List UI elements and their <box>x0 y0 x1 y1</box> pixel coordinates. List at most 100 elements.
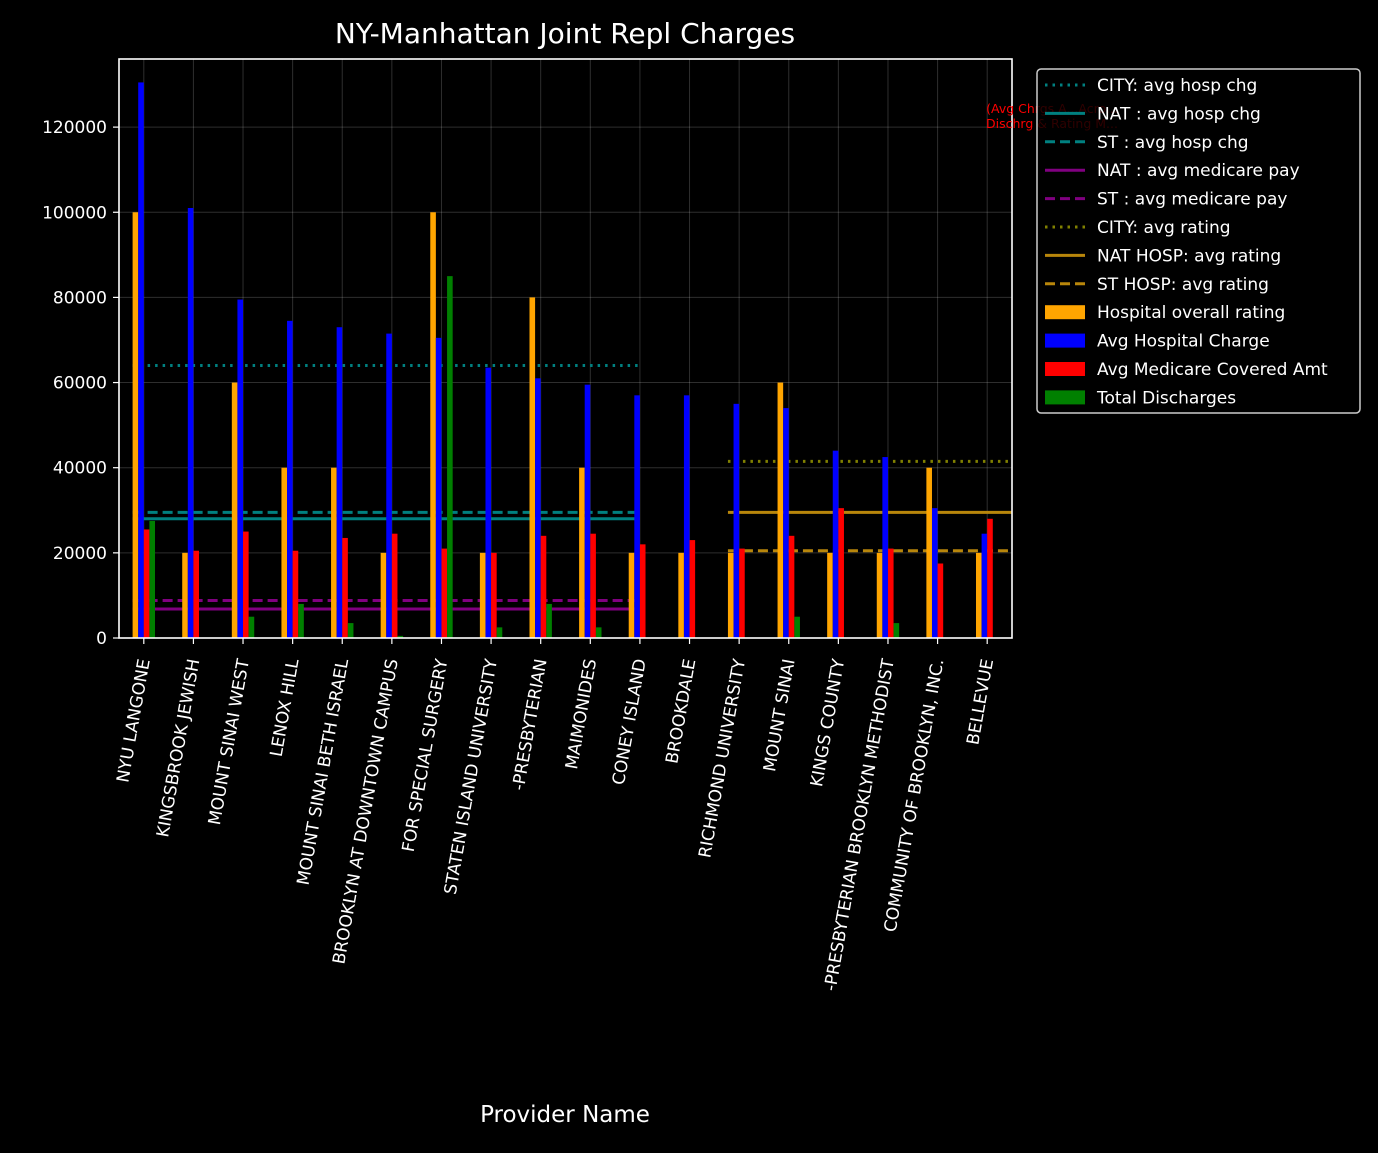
x-tick-label: BELLEVUE <box>963 657 998 746</box>
plot-frame <box>118 58 1013 639</box>
y-tick-label: 100000 <box>42 203 107 223</box>
bar <box>937 563 944 638</box>
bar <box>187 208 194 638</box>
x-tick-label: MAIMONIDES <box>562 657 601 770</box>
bar <box>491 552 497 638</box>
x-tick-label: RICHMOND UNIVERSITY <box>695 657 750 860</box>
bar <box>535 378 541 638</box>
bar <box>231 382 238 638</box>
bar <box>683 395 690 638</box>
legend: CITY: avg hosp chg NAT : avg hosp chg ST :… <box>1036 68 1361 414</box>
x-tick-label: STATEN ISLAND UNIVERSITY <box>441 657 502 896</box>
x-tick-label: MOUNT SINAI <box>760 657 800 773</box>
axes: 0 20000 40000 60000 80000 100000 120000 NYU LAN… <box>42 58 1013 993</box>
bar <box>430 212 436 638</box>
x-tick-label: KINGS COUNTY <box>807 657 849 789</box>
bar <box>540 535 547 638</box>
y-tick-label: 60000 <box>53 374 107 394</box>
legend-label: CITY: avg rating <box>1097 218 1231 238</box>
x-tick-label: -PRESBYTERIAN <box>509 657 552 792</box>
legend-label: NAT : avg hosp chg <box>1097 104 1261 124</box>
legend-label: Avg Medicare Covered Amt <box>1097 360 1328 380</box>
x-tick-label: FOR SPECIAL SURGERY <box>399 657 453 854</box>
legend-label: ST : avg medicare pay <box>1097 190 1287 210</box>
bar <box>237 299 244 638</box>
legend-label: Hospital overall rating <box>1097 303 1285 323</box>
bar <box>248 616 255 638</box>
bar <box>584 384 591 638</box>
y-tick-label: 20000 <box>53 544 107 564</box>
bar <box>628 552 635 638</box>
bar <box>441 548 448 638</box>
bar <box>435 337 442 638</box>
bar <box>595 627 602 638</box>
bar <box>727 552 734 638</box>
bar <box>182 552 188 638</box>
x-tick-label: MOUNT SINAI BETH ISRAEL <box>294 657 354 887</box>
bar <box>832 450 839 638</box>
bar <box>149 520 156 638</box>
x-axis-label: Provider Name <box>480 1102 650 1128</box>
legend-box <box>1036 68 1361 414</box>
reference-lines <box>132 364 1012 611</box>
legend-label: Avg Hospital Charge <box>1097 332 1270 352</box>
x-tick-label: MOUNT SINAI WEST <box>205 657 254 827</box>
legend-bar-swatch <box>1045 305 1085 320</box>
x-tick-label: LENOX HILL <box>267 657 304 759</box>
bar <box>882 457 888 638</box>
y-tick-label: 40000 <box>53 459 107 479</box>
legend-label: NAT : avg medicare pay <box>1097 161 1300 181</box>
bar <box>342 537 348 638</box>
bar <box>981 533 988 638</box>
legend-label: CITY: avg hosp chg <box>1097 76 1257 96</box>
bar <box>987 518 993 638</box>
x-tick-label: KINGSBROOK JEWISH <box>153 657 204 839</box>
bar <box>590 533 596 638</box>
bar <box>143 529 150 638</box>
bar <box>336 327 343 638</box>
bar <box>386 333 392 638</box>
bar <box>975 552 982 638</box>
bar <box>391 533 398 638</box>
bar <box>479 552 486 638</box>
bar <box>893 623 900 638</box>
x-tick-label: CONEY ISLAND <box>609 657 651 786</box>
bar <box>926 467 932 638</box>
bar <box>243 531 249 638</box>
bar <box>485 367 492 638</box>
bar <box>380 552 387 638</box>
bar <box>689 540 696 638</box>
y-tick-label: 0 <box>96 629 107 649</box>
bar <box>298 603 304 638</box>
bar <box>739 548 745 638</box>
legend-label: NAT HOSP: avg rating <box>1097 246 1281 266</box>
bar <box>287 320 293 638</box>
bar <box>788 535 795 638</box>
legend-bar-swatch <box>1045 390 1085 405</box>
bar <box>193 550 200 638</box>
bar <box>678 552 684 638</box>
bar <box>347 623 354 638</box>
bar <box>447 276 453 638</box>
bar <box>529 297 536 638</box>
bar <box>281 467 288 638</box>
bar <box>138 82 144 638</box>
bar <box>634 395 640 638</box>
legend-label: ST HOSP: avg rating <box>1097 275 1269 295</box>
bar <box>639 544 646 638</box>
x-tick-label: NYU LANGONE <box>113 657 154 784</box>
legend-label: ST : avg hosp chg <box>1097 133 1249 153</box>
bar <box>887 548 894 638</box>
y-tick-label: 80000 <box>53 288 107 308</box>
legend-bar-swatch <box>1045 333 1085 348</box>
bar <box>331 467 337 638</box>
x-tick-label: BROOKDALE <box>662 657 700 765</box>
bar <box>733 403 740 638</box>
bar <box>827 552 833 638</box>
bar <box>838 508 844 638</box>
bar <box>794 616 800 638</box>
legend-label: Total Discharges <box>1096 388 1236 408</box>
bar <box>132 212 139 638</box>
